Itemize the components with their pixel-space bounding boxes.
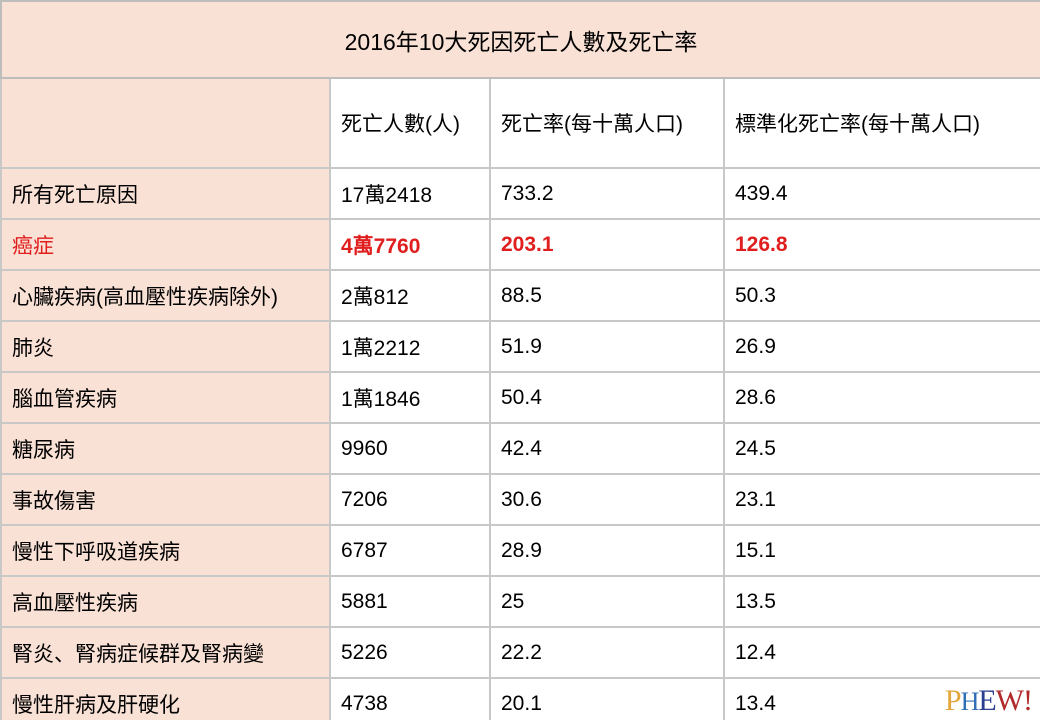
rate-cell: 88.5 [489, 269, 725, 322]
table-row: 慢性肝病及肝硬化 4738 20.1 13.4 [0, 677, 1040, 720]
logo-letter-e: E [978, 684, 996, 717]
rate-cell: 30.6 [489, 473, 725, 526]
rate-cell: 20.1 [489, 677, 725, 720]
table-row: 腦血管疾病 1萬1846 50.4 28.6 [0, 371, 1040, 424]
cause-cell: 慢性下呼吸道疾病 [0, 524, 331, 577]
deaths-cell: 4738 [329, 677, 491, 720]
deaths-cell: 7206 [329, 473, 491, 526]
phew-logo: PHEW! [944, 684, 1033, 717]
header-cell-cause [0, 77, 331, 169]
table-row: 腎炎、腎病症候群及腎病變 5226 22.2 12.4 [0, 626, 1040, 679]
deaths-cell: 4萬7760 [329, 218, 491, 271]
rate-cell: 28.9 [489, 524, 725, 577]
cause-cell: 高血壓性疾病 [0, 575, 331, 628]
deaths-cell: 5881 [329, 575, 491, 628]
std-rate-cell: 28.6 [723, 371, 1040, 424]
deaths-cell: 17萬2418 [329, 167, 491, 220]
cause-cell: 癌症 [0, 218, 331, 271]
table-row: 肺炎 1萬2212 51.9 26.9 [0, 320, 1040, 373]
deaths-cell: 2萬812 [329, 269, 491, 322]
rate-cell: 22.2 [489, 626, 725, 679]
deaths-cell: 9960 [329, 422, 491, 475]
logo-letter-exclaim: ! [1023, 684, 1033, 717]
table-row: 慢性下呼吸道疾病 6787 28.9 15.1 [0, 524, 1040, 577]
logo-letter-p: P [944, 684, 962, 717]
header-cell-std-rate: 標準化死亡率(每十萬人口) [723, 77, 1040, 169]
header-cell-rate: 死亡率(每十萬人口) [489, 77, 725, 169]
std-rate-cell: 50.3 [723, 269, 1040, 322]
deaths-cell: 6787 [329, 524, 491, 577]
rate-cell: 203.1 [489, 218, 725, 271]
cause-cell: 心臟疾病(高血壓性疾病除外) [0, 269, 331, 322]
cause-cell: 肺炎 [0, 320, 331, 373]
std-rate-cell: 12.4 [723, 626, 1040, 679]
table-header-row: 死亡人數(人) 死亡率(每十萬人口) 標準化死亡率(每十萬人口) [0, 77, 1040, 169]
table-title: 2016年10大死因死亡人數及死亡率 [0, 0, 1040, 79]
cause-cell: 腎炎、腎病症候群及腎病變 [0, 626, 331, 679]
cause-cell: 腦血管疾病 [0, 371, 331, 424]
cause-cell: 所有死亡原因 [0, 167, 331, 220]
cause-cell: 事故傷害 [0, 473, 331, 526]
table-row: 糖尿病 9960 42.4 24.5 [0, 422, 1040, 475]
std-rate-cell: 24.5 [723, 422, 1040, 475]
std-rate-cell: 23.1 [723, 473, 1040, 526]
table-row: 心臟疾病(高血壓性疾病除外) 2萬812 88.5 50.3 [0, 269, 1040, 322]
std-rate-cell: 126.8 [723, 218, 1040, 271]
table-title-row: 2016年10大死因死亡人數及死亡率 [0, 0, 1040, 79]
rate-cell: 50.4 [489, 371, 725, 424]
table-row: 所有死亡原因 17萬2418 733.2 439.4 [0, 167, 1040, 220]
std-rate-cell: 13.4 [723, 677, 1040, 720]
cause-cell: 糖尿病 [0, 422, 331, 475]
rate-cell: 25 [489, 575, 725, 628]
rate-cell: 733.2 [489, 167, 725, 220]
deaths-cell: 1萬1846 [329, 371, 491, 424]
std-rate-cell: 13.5 [723, 575, 1040, 628]
cause-cell: 慢性肝病及肝硬化 [0, 677, 331, 720]
table-row: 高血壓性疾病 5881 25 13.5 [0, 575, 1040, 628]
std-rate-cell: 26.9 [723, 320, 1040, 373]
deaths-cell: 1萬2212 [329, 320, 491, 373]
logo-letter-h: H [960, 687, 980, 716]
table-row: 事故傷害 7206 30.6 23.1 [0, 473, 1040, 526]
table-row: 癌症 4萬7760 203.1 126.8 [0, 218, 1040, 271]
deaths-cell: 5226 [329, 626, 491, 679]
std-rate-cell: 15.1 [723, 524, 1040, 577]
rate-cell: 51.9 [489, 320, 725, 373]
rate-cell: 42.4 [489, 422, 725, 475]
header-cell-deaths: 死亡人數(人) [329, 77, 491, 169]
std-rate-cell: 439.4 [723, 167, 1040, 220]
logo-letter-w: W [995, 684, 1024, 717]
